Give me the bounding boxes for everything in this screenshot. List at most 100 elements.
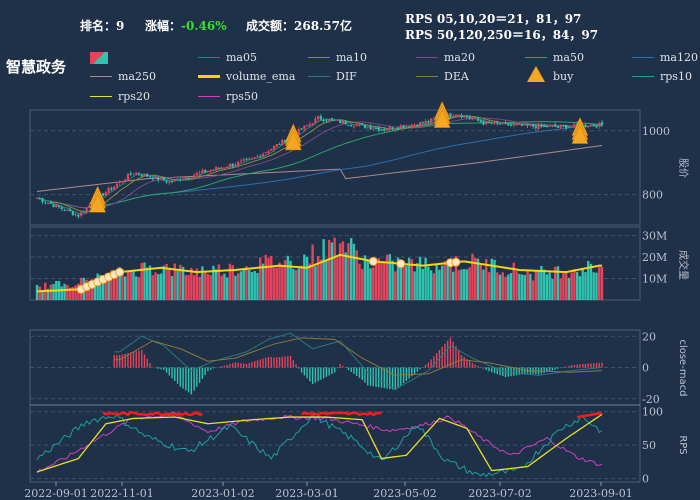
candle-body [173,179,176,182]
candle-body [512,124,515,126]
volume-bar [112,278,116,300]
dea-line [114,337,603,376]
volume-bar [118,267,121,300]
candle-body [242,159,245,161]
line-icon [416,76,438,77]
volume-bar [416,263,419,300]
candle-body [515,124,518,126]
candle-body [355,124,358,126]
candle-body [432,118,435,120]
volume-bar [96,273,99,300]
legend-buy: buy [527,66,573,83]
legend-volume-ema: volume_ema [198,70,295,83]
candle-body [66,209,69,211]
candle-body [300,128,303,130]
legend-ma250: ma250 [90,70,156,83]
line-icon [632,76,654,77]
candle-body [237,161,240,166]
candle-body [107,187,110,193]
candle-body [278,143,281,145]
volume-bar [460,269,463,300]
candle-body [543,125,546,127]
candle-body [137,173,141,175]
candle-body [487,121,491,123]
date-tick-label: 2023-09-01 [569,487,632,500]
volume-bar [162,265,165,300]
candle-body [192,175,196,178]
candle-body [270,148,273,151]
date-tick-label: 2023-07-02 [468,487,531,500]
candle-body [501,122,504,124]
volume-bar [242,269,245,300]
rps20-line [36,413,603,473]
volume-bar [132,270,135,300]
volume-bar [380,261,383,300]
volume-bar [529,273,532,300]
candle-body [143,174,146,177]
candle-body [361,123,364,125]
candle-body [385,129,389,131]
candle-body [509,124,513,126]
date-tick-label: 2023-05-02 [373,487,436,500]
candle-body [250,158,254,160]
page-title: 智慧政务 [6,58,67,76]
volume-bar [471,253,474,300]
volume-bar [217,264,221,300]
volume-bar [308,263,312,300]
candle-body [424,120,427,124]
candle-body [452,115,455,117]
candle-body [471,118,474,120]
candle-body [253,157,256,159]
volume-bar [418,256,422,300]
volume-bar [570,272,573,300]
triangle-icon [527,66,545,82]
volume-bar [245,266,248,300]
candle-body [303,125,306,130]
volume-bar [46,288,50,300]
macd-tick-label: 0 [642,362,649,375]
candle-body [328,118,331,121]
volume-bar [485,259,488,300]
candle-body [518,123,521,125]
volume-bar [344,252,347,300]
candle-body [554,124,557,127]
candle-body [121,181,124,183]
candle-body [570,126,573,128]
panel-frame [29,109,641,226]
volume-bar [123,276,127,300]
volume-bar [170,276,174,300]
candle-body [74,214,77,216]
candle-body [537,124,540,129]
candle-body [540,125,543,127]
candle-body [135,172,138,175]
volume-bar [99,274,102,300]
volume-bar [438,269,441,300]
candle-body [595,126,598,128]
candle-body [46,202,50,204]
volume-bar [289,260,292,300]
volume-highlight-dot [451,257,461,267]
candle-body [245,158,248,160]
candle-body [463,115,466,118]
date-tick-label: 2022-09-01 [24,487,87,500]
candle-body [567,126,571,128]
candle-body [454,114,458,116]
candle-body [231,163,234,167]
candle-body [391,127,394,130]
candle-body [115,183,119,187]
candle-body [358,123,361,125]
volume-bar [93,284,97,300]
candle-body [281,139,284,146]
candle-body [319,116,322,120]
macd-axis-label: close-macd [677,339,688,396]
candle-body [57,205,61,208]
volume-bar [338,243,342,300]
candle-body [427,121,430,123]
volume-bar [300,265,303,300]
volume-bar [330,242,334,300]
volume-bar [440,265,444,300]
candle-body [311,123,314,125]
candle-body [565,124,568,129]
candle-body [239,160,243,162]
legend-rps10: rps10 [632,70,692,83]
